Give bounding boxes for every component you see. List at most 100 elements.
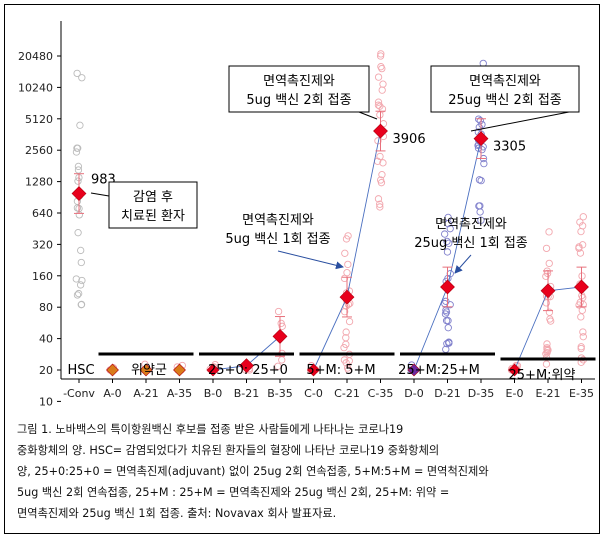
- gmt-marker: [540, 283, 556, 299]
- callout-text: 5ug 백신 2회 접종: [246, 93, 351, 108]
- data-point: [374, 195, 383, 203]
- callout-leader: [358, 111, 378, 120]
- callout-text: 25ug 백신 1회 접종: [414, 236, 528, 251]
- callout-border: [430, 65, 580, 113]
- value-label: 3906: [393, 132, 426, 147]
- data-point: [577, 227, 585, 236]
- data-point: [579, 328, 587, 336]
- data-point: [376, 52, 385, 60]
- data-point: [75, 289, 83, 298]
- data-point: [376, 203, 384, 211]
- callout-text: 면역촉진제와: [242, 213, 314, 228]
- x-tick-label: E-35: [569, 387, 594, 400]
- y-tick-label: 10: [39, 395, 53, 408]
- data-point: [578, 272, 586, 280]
- data-point: [480, 159, 488, 168]
- data-point: [74, 144, 82, 152]
- gmt-marker: [574, 279, 589, 295]
- group-label: 5+M: 5+M: [306, 363, 375, 378]
- data-point: [344, 260, 352, 269]
- value-label: 3305: [493, 140, 526, 155]
- data-point: [443, 340, 451, 348]
- gmt-marker: [407, 363, 421, 377]
- x-tick-label: D-35: [468, 387, 494, 400]
- caption-line: 그림 1. 노바백스의 특이항원백신 후보를 접종 받은 사람들에게 나타나는 …: [17, 423, 404, 436]
- y-tick-label: 160: [32, 270, 53, 283]
- group-label: HSC: [67, 363, 94, 378]
- group-separator-bars: [98, 352, 596, 361]
- data-point: [274, 307, 283, 316]
- group-label: 위약군: [131, 363, 167, 378]
- data-point: [74, 162, 83, 171]
- data-point: [545, 308, 554, 316]
- figure-caption: 그림 1. 노바백스의 특이항원백신 후보를 접종 받은 사람들에게 나타나는 …: [17, 419, 591, 524]
- data-point: [74, 177, 82, 185]
- x-tick-label: A-0: [103, 387, 121, 400]
- callout-box: 면역촉진제와 5ug 백신 2회 접종: [228, 65, 378, 120]
- callout-arrow: [454, 254, 472, 274]
- data-point: [74, 166, 83, 174]
- data-point: [441, 310, 450, 318]
- data-point: [579, 294, 587, 302]
- gmt-marker: [440, 279, 455, 295]
- data-point: [476, 208, 484, 216]
- data-point: [577, 313, 585, 321]
- figure-frame: 20480 10240 5120 2560 1280 640 320 160 80 40 20 10 …: [4, 4, 600, 534]
- gmt-marker: [373, 123, 388, 139]
- data-point: [575, 301, 583, 309]
- caption-line: 5ug 백신 2회 연속접종, 25+M : 25+M = 면역촉진제와 25u…: [17, 486, 450, 499]
- x-tick-label: -Conv: [63, 387, 95, 400]
- data-point: [579, 333, 587, 341]
- y-tick-label: 20: [39, 364, 53, 377]
- callout-text: 면역촉진제와: [469, 74, 541, 89]
- data-point: [542, 244, 551, 253]
- data-point: [542, 360, 551, 368]
- data-point: [76, 281, 85, 289]
- y-axis-ticks: 20480 10240 5120 2560 1280 640 320 160 80 40 20 10: [18, 50, 61, 408]
- data-point: [342, 340, 350, 349]
- y-tick-label: 5120: [25, 113, 53, 126]
- x-axis-ticks: -Conv A-0 A-21 A-35 B-0 B-21 B-35 C-0 C-21 C-35 D-…: [63, 379, 594, 400]
- caption-line: 양, 25+0:25+0 = 면역촉진제(adjuvant) 없이 25ug 2…: [17, 465, 489, 478]
- trend-line: [413, 138, 482, 371]
- data-point: [442, 308, 451, 316]
- gmt-marker: [339, 289, 355, 305]
- gmt-marker: [106, 363, 119, 377]
- data-point: [376, 152, 384, 161]
- callout-box: 면역촉진제와 25ug 백신 2회 접종: [430, 65, 580, 132]
- data-point: [379, 80, 387, 88]
- data-point: [73, 69, 81, 78]
- data-point: [444, 317, 452, 325]
- callout-text: 감염 후: [133, 190, 173, 205]
- gmt-marker: [272, 328, 288, 344]
- data-point: [446, 225, 454, 233]
- data-point: [343, 364, 352, 372]
- data-point: [376, 111, 384, 119]
- data-point: [475, 176, 484, 184]
- y-tick-label: 20480: [18, 50, 53, 63]
- group-label: 25+M:25+M: [398, 363, 480, 378]
- data-point: [374, 73, 383, 81]
- data-point: [575, 243, 583, 251]
- group-labels: HSC 위약군 25+0: 25+0 5+M: 5+M 25+M:25+M 25+M:위약: [67, 363, 575, 383]
- data-point: [377, 50, 385, 58]
- data-point: [546, 315, 554, 323]
- data-point: [76, 121, 84, 129]
- callout-text: 치료된 환자: [121, 209, 185, 224]
- gmt-marker: [473, 131, 489, 147]
- data-point: [376, 200, 384, 208]
- data-point: [342, 235, 351, 243]
- data-point: [579, 241, 587, 249]
- data-point: [376, 102, 384, 110]
- data-point: [477, 216, 485, 224]
- data-point: [444, 213, 452, 222]
- geometric-mean-markers: [71, 123, 589, 377]
- data-point: [579, 300, 587, 309]
- x-tick-label: E-21: [536, 387, 561, 400]
- data-point: [77, 258, 85, 267]
- callout-border: [108, 181, 198, 229]
- y-tick-label: 40: [39, 333, 53, 346]
- callout-text: 면역촉진제와: [263, 74, 335, 89]
- x-tick-label: D-21: [434, 387, 460, 400]
